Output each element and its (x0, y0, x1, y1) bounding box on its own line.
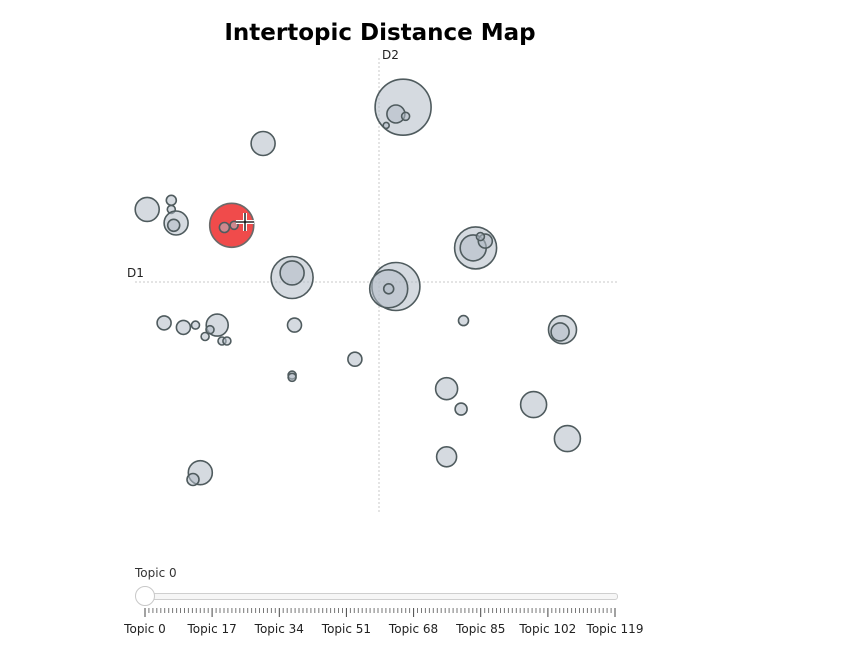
topic-bubble[interactable] (400, 111, 411, 122)
slider-tick-label: Topic 17 (187, 622, 237, 636)
topic-bubble[interactable] (218, 221, 231, 234)
topic-bubble[interactable] (286, 317, 303, 333)
slider-current-value: Topic 0 (135, 566, 177, 580)
topic-bubble[interactable] (553, 424, 582, 453)
topic-bubble[interactable] (186, 472, 200, 487)
slider-tick-label: Topic 68 (388, 622, 439, 636)
slider-tick-label: Topic 0 (124, 622, 166, 636)
topic-bubble[interactable] (134, 196, 160, 223)
topic-bubble[interactable] (519, 390, 548, 419)
topic-bubble[interactable] (190, 320, 201, 330)
slider-tick-label: Topic 34 (254, 622, 304, 636)
slider-ticks (144, 608, 616, 617)
topic-bubble[interactable] (250, 130, 276, 157)
topic-bubble[interactable] (374, 78, 432, 136)
topic-bubble[interactable] (279, 260, 305, 286)
crosshair-cursor-icon (236, 213, 254, 231)
topic-bubble[interactable] (156, 315, 172, 331)
slider-tick-label: Topic 102 (519, 622, 577, 636)
topic-bubble[interactable] (454, 402, 468, 416)
topic-bubble[interactable] (222, 336, 232, 346)
d2-axis-label: D2 (382, 48, 399, 62)
topic-bubble[interactable] (550, 322, 570, 342)
topic-bubble[interactable] (287, 372, 297, 383)
slider-handle[interactable] (135, 586, 155, 606)
topic-bubble[interactable] (457, 314, 470, 327)
slider-tick-label: Topic 85 (456, 622, 506, 636)
topic-slider[interactable]: Topic 0 Topic 0 Topic 17 Topic 34 Topic 51 T… (120, 560, 643, 650)
topic-bubble[interactable] (200, 331, 210, 342)
slider-tick-label: Topic 51 (321, 622, 372, 636)
slider-track[interactable] (145, 593, 618, 600)
topic-bubble[interactable] (382, 282, 395, 295)
scatter-plot[interactable] (0, 0, 846, 560)
topic-bubble[interactable] (205, 324, 215, 335)
d1-axis-label: D1 (127, 266, 144, 280)
topic-bubble[interactable] (434, 376, 459, 401)
chart-title: Intertopic Distance Map (224, 20, 536, 46)
bubble-layer[interactable] (134, 78, 582, 487)
topic-bubble[interactable] (347, 351, 363, 368)
topic-bubble[interactable] (165, 194, 178, 207)
topic-bubble[interactable] (382, 121, 391, 130)
slider-tick-label: Topic 119 (586, 622, 644, 636)
topic-bubble[interactable] (435, 445, 458, 468)
topic-bubble[interactable] (166, 218, 181, 233)
topic-bubble[interactable] (175, 319, 192, 336)
topic-bubble[interactable] (475, 231, 486, 242)
